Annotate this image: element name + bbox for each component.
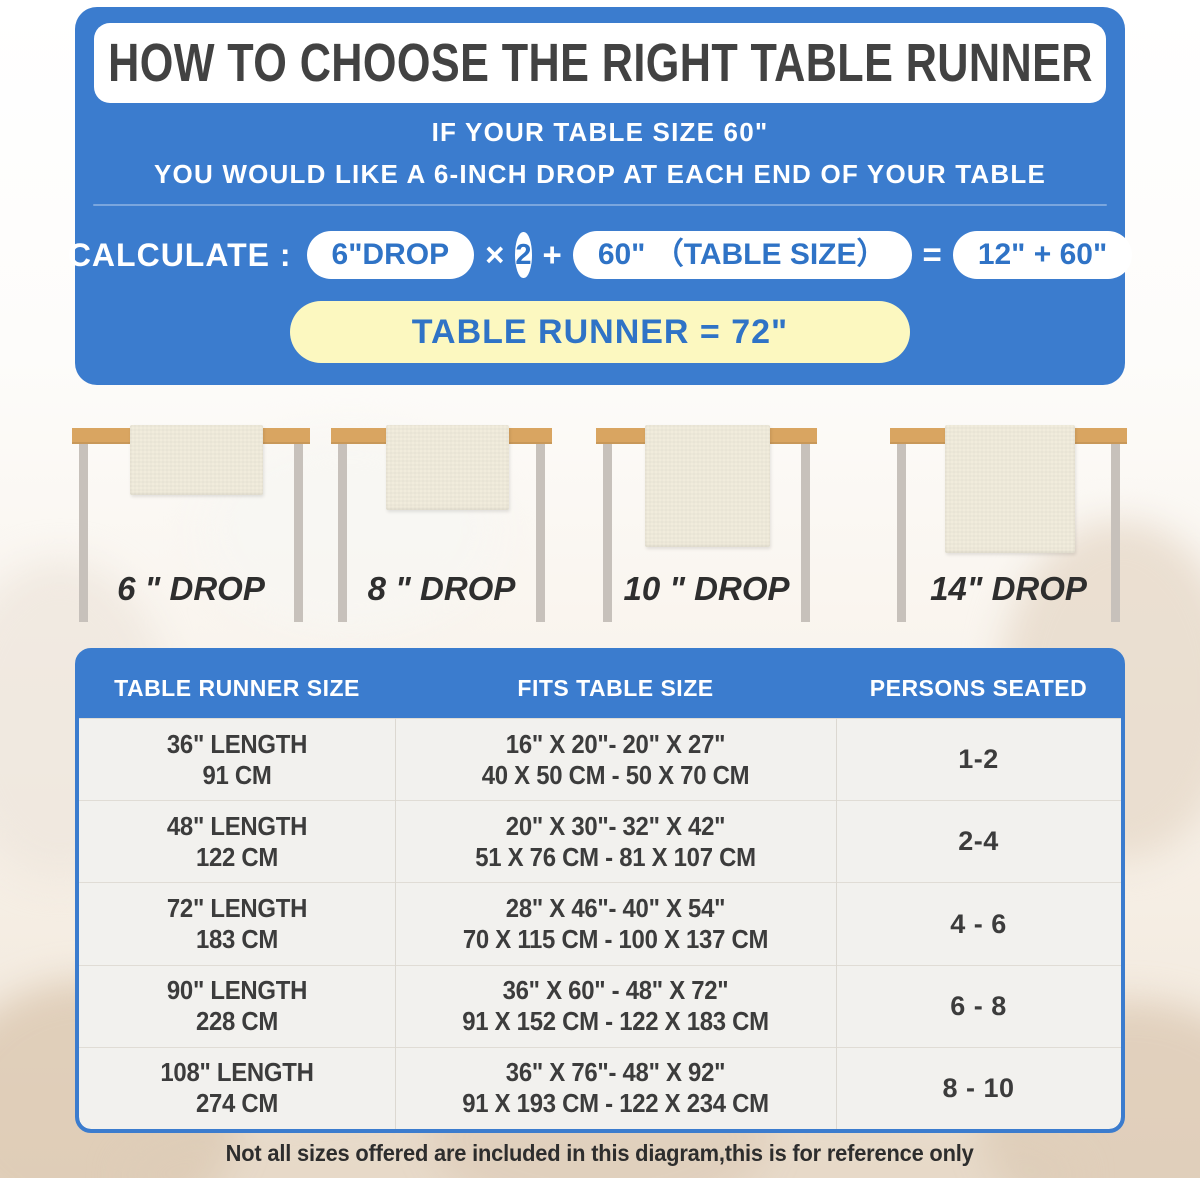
runner-size-inches: 48" LENGTH bbox=[166, 810, 308, 841]
calculation-row: CALCULATE : 6"DROP × 2 + 60" （TABLE SIZE… bbox=[68, 231, 1133, 279]
fits-size-cm: 40 X 50 CM - 50 X 70 CM bbox=[481, 759, 750, 790]
table-leg-right bbox=[801, 444, 810, 622]
table-leg-left bbox=[897, 444, 906, 622]
table-leg-right bbox=[294, 444, 303, 622]
table-row: 48" LENGTH 122 CM 20" X 30"- 32" X 42" 5… bbox=[79, 800, 1121, 882]
cell-fits-size: 16" X 20"- 20" X 27" 40 X 50 CM - 50 X 7… bbox=[395, 729, 836, 791]
title-box: HOW TO CHOOSE THE RIGHT TABLE RUNNER bbox=[94, 23, 1106, 103]
drop-label: 14" DROP bbox=[930, 570, 1087, 607]
cell-fits-size: 36" X 76"- 48" X 92" 91 X 193 CM - 122 X… bbox=[395, 1057, 836, 1119]
cell-runner-size: 48" LENGTH 122 CM bbox=[79, 811, 395, 873]
runner-size-inches: 72" LENGTH bbox=[166, 893, 308, 923]
runner-size-cm: 91 CM bbox=[202, 759, 272, 790]
subtitle-line-2: YOU WOULD LIKE A 6-INCH DROP AT EACH END… bbox=[153, 159, 1046, 189]
runner-cloth bbox=[945, 425, 1075, 553]
cell-fits-size: 28" X 46"- 40" X 54" 70 X 115 CM - 100 X… bbox=[395, 893, 836, 955]
drop-illustration-10: 10 " DROP bbox=[596, 425, 817, 624]
table-header-row: TABLE RUNNER SIZE FITS TABLE SIZE PERSON… bbox=[79, 652, 1121, 718]
page-title: HOW TO CHOOSE THE RIGHT TABLE RUNNER bbox=[107, 33, 1093, 93]
subtitle-line-1: IF YOUR TABLE SIZE 60" bbox=[431, 117, 769, 147]
calculate-label: CALCULATE : bbox=[67, 236, 292, 273]
table-size-pill: 60" （TABLE SIZE） bbox=[572, 231, 912, 279]
equals-operator: = bbox=[922, 236, 942, 273]
sum-pill: 12" + 60" bbox=[952, 231, 1133, 279]
column-divider bbox=[395, 718, 396, 1129]
times-operator: × bbox=[485, 236, 505, 273]
footer-note: Not all sizes offered are included in th… bbox=[0, 1140, 1200, 1167]
header-fits-table-size: FITS TABLE SIZE bbox=[517, 674, 714, 701]
header-panel: HOW TO CHOOSE THE RIGHT TABLE RUNNER IF … bbox=[68, 7, 1133, 385]
cell-persons: 6 - 8 bbox=[950, 990, 1007, 1021]
table-leg-right bbox=[536, 444, 545, 622]
cell-runner-size: 72" LENGTH 183 CM bbox=[79, 893, 395, 955]
cell-persons: 4 - 6 bbox=[950, 908, 1007, 939]
panel-divider bbox=[93, 204, 1107, 206]
fits-size-inches: 36" X 76"- 48" X 92" bbox=[505, 1057, 726, 1088]
runner-size-inches: 36" LENGTH bbox=[166, 728, 308, 759]
fits-size-inches: 28" X 46"- 40" X 54" bbox=[505, 893, 726, 923]
drop-pill: 6"DROP bbox=[306, 231, 475, 279]
drop-illustration-6: 6 " DROP bbox=[72, 425, 310, 624]
size-reference-table: TABLE RUNNER SIZE FITS TABLE SIZE PERSON… bbox=[75, 648, 1125, 1133]
runner-cloth bbox=[645, 425, 770, 547]
column-divider bbox=[836, 718, 837, 1129]
fits-size-inches: 36" X 60" - 48" X 72" bbox=[502, 975, 729, 1006]
table-leg-left bbox=[338, 444, 347, 622]
fits-size-cm: 91 X 193 CM - 122 X 234 CM bbox=[462, 1088, 769, 1119]
header-persons-seated: PERSONS SEATED bbox=[869, 674, 1088, 701]
runner-size-cm: 274 CM bbox=[195, 1088, 279, 1119]
drop-illustration-14: 14" DROP bbox=[890, 425, 1127, 624]
fits-size-cm: 51 X 76 CM - 81 X 107 CM bbox=[475, 841, 756, 872]
table-runner-result-pill: TABLE RUNNER = 72" bbox=[290, 301, 910, 363]
table-body: 36" LENGTH 91 CM 16" X 20"- 20" X 27" 40… bbox=[79, 718, 1121, 1129]
drop-label: 6 " DROP bbox=[117, 570, 265, 607]
cell-fits-size: 20" X 30"- 32" X 42" 51 X 76 CM - 81 X 1… bbox=[395, 811, 836, 873]
drop-illustration-8: 8 " DROP bbox=[331, 425, 552, 624]
cell-persons: 2-4 bbox=[958, 826, 999, 857]
table-leg-left bbox=[79, 444, 88, 622]
table-row: 108" LENGTH 274 CM 36" X 76"- 48" X 92" … bbox=[79, 1046, 1121, 1129]
table-leg-left bbox=[603, 444, 612, 622]
drop-label: 10 " DROP bbox=[623, 570, 790, 607]
cell-persons: 8 - 10 bbox=[942, 1072, 1015, 1103]
cell-fits-size: 36" X 60" - 48" X 72" 91 X 152 CM - 122 … bbox=[395, 975, 836, 1037]
runner-cloth bbox=[130, 425, 263, 495]
plus-operator: + bbox=[542, 236, 562, 273]
cell-persons: 1-2 bbox=[958, 744, 999, 775]
header-runner-size: TABLE RUNNER SIZE bbox=[114, 674, 360, 701]
table-leg-right bbox=[1111, 444, 1120, 622]
multiplier-badge: 2 bbox=[515, 232, 532, 278]
fits-size-inches: 20" X 30"- 32" X 42" bbox=[505, 810, 726, 841]
fits-size-inches: 16" X 20"- 20" X 27" bbox=[505, 728, 726, 759]
table-row: 90" LENGTH 228 CM 36" X 60" - 48" X 72" … bbox=[79, 964, 1121, 1047]
runner-size-inches: 90" LENGTH bbox=[166, 975, 308, 1006]
cell-runner-size: 36" LENGTH 91 CM bbox=[79, 729, 395, 791]
fits-size-cm: 70 X 115 CM - 100 X 137 CM bbox=[462, 924, 769, 954]
runner-size-cm: 183 CM bbox=[195, 924, 279, 954]
runner-size-inches: 108" LENGTH bbox=[160, 1057, 314, 1088]
cell-runner-size: 108" LENGTH 274 CM bbox=[79, 1057, 395, 1119]
footer-note-text: Not all sizes offered are included in th… bbox=[226, 1140, 974, 1166]
runner-cloth bbox=[386, 425, 509, 510]
table-row: 36" LENGTH 91 CM 16" X 20"- 20" X 27" 40… bbox=[79, 718, 1121, 800]
cell-runner-size: 90" LENGTH 228 CM bbox=[79, 975, 395, 1037]
fits-size-cm: 91 X 152 CM - 122 X 183 CM bbox=[462, 1006, 769, 1037]
runner-size-cm: 228 CM bbox=[195, 1006, 279, 1037]
runner-size-cm: 122 CM bbox=[195, 841, 279, 872]
table-row: 72" LENGTH 183 CM 28" X 46"- 40" X 54" 7… bbox=[79, 882, 1121, 964]
drop-label: 8 " DROP bbox=[367, 570, 516, 607]
